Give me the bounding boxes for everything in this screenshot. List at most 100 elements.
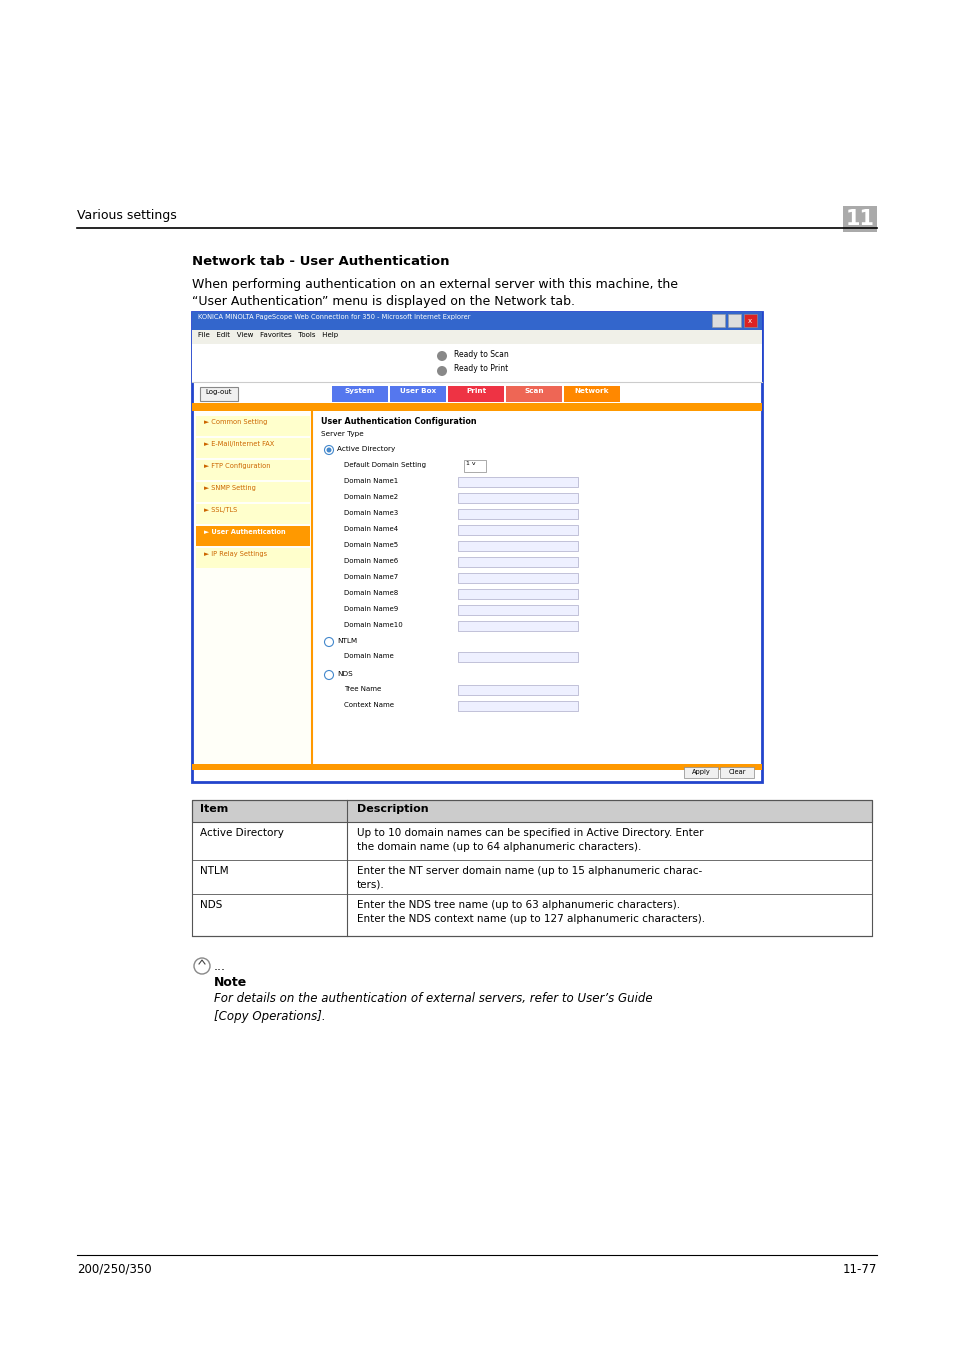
Bar — [457, 525, 578, 535]
Text: ► IP Relay Settings: ► IP Relay Settings — [204, 551, 267, 558]
Text: Log-out: Log-out — [206, 389, 232, 396]
Text: Domain Name8: Domain Name8 — [344, 590, 397, 595]
Text: System: System — [344, 387, 375, 394]
Bar — [457, 605, 578, 616]
Bar — [743, 315, 757, 327]
Bar — [457, 541, 578, 551]
Circle shape — [324, 637, 334, 647]
Bar — [457, 477, 578, 487]
Text: ► SNMP Setting: ► SNMP Setting — [204, 485, 255, 491]
Bar — [457, 558, 578, 567]
Text: Ready to Scan: Ready to Scan — [454, 350, 508, 359]
Text: Server Type: Server Type — [320, 431, 363, 437]
Bar — [457, 652, 578, 662]
Bar — [192, 312, 761, 782]
Text: Enter the NDS tree name (up to 63 alphanumeric characters).
Enter the NDS contex: Enter the NDS tree name (up to 63 alphan… — [356, 900, 704, 923]
Text: KONICA MINOLTA PageScope Web Connection for 350 - Microsoft Internet Explorer: KONICA MINOLTA PageScope Web Connection … — [198, 315, 470, 320]
Bar — [720, 767, 753, 778]
Text: “User Authentication” menu is displayed on the Network tab.: “User Authentication” menu is displayed … — [192, 296, 575, 308]
Text: Ready to Print: Ready to Print — [454, 364, 508, 373]
Bar — [448, 386, 503, 402]
Text: Active Directory: Active Directory — [336, 446, 395, 452]
Text: Domain Name5: Domain Name5 — [344, 541, 397, 548]
Text: ...: ... — [213, 960, 226, 973]
Bar — [200, 387, 237, 401]
Bar — [457, 572, 578, 583]
Bar — [743, 329, 758, 342]
Bar — [195, 437, 310, 458]
Bar — [195, 526, 310, 545]
Text: Enter the NT server domain name (up to 15 alphanumeric charac-
ters).: Enter the NT server domain name (up to 1… — [356, 865, 701, 890]
Text: Network: Network — [574, 387, 609, 394]
Bar — [727, 315, 740, 327]
Text: Network tab - User Authentication: Network tab - User Authentication — [192, 255, 449, 269]
Text: Domain Name1: Domain Name1 — [344, 478, 397, 485]
Text: Scan: Scan — [523, 387, 543, 394]
Bar — [505, 386, 561, 402]
Bar — [457, 493, 578, 504]
Circle shape — [324, 671, 334, 679]
Text: File   Edit   View   Favorites   Tools   Help: File Edit View Favorites Tools Help — [198, 332, 337, 338]
Text: Print: Print — [465, 387, 485, 394]
Circle shape — [436, 366, 447, 377]
Text: Domain Name4: Domain Name4 — [344, 526, 397, 532]
Bar — [195, 504, 310, 524]
Bar — [457, 684, 578, 695]
Text: Domain Name7: Domain Name7 — [344, 574, 397, 580]
Text: Up to 10 domain names can be specified in Active Directory. Enter
the domain nam: Up to 10 domain names can be specified i… — [356, 828, 702, 852]
Text: Various settings: Various settings — [77, 209, 176, 221]
Bar — [192, 801, 871, 936]
Text: ► Common Setting: ► Common Setting — [204, 418, 267, 425]
Bar — [463, 460, 485, 472]
Bar — [457, 589, 578, 599]
Bar — [195, 548, 310, 568]
Text: NTLM: NTLM — [200, 865, 229, 876]
Bar — [842, 207, 876, 232]
Text: Apply: Apply — [691, 769, 710, 775]
Bar — [193, 412, 312, 764]
Bar — [192, 329, 761, 344]
Text: Domain Name6: Domain Name6 — [344, 558, 397, 564]
Text: User Box: User Box — [399, 387, 436, 394]
Bar — [683, 767, 718, 778]
Text: Context Name: Context Name — [344, 702, 394, 707]
Text: x: x — [747, 319, 751, 324]
Bar — [457, 509, 578, 518]
Circle shape — [324, 446, 334, 455]
Text: 200/250/350: 200/250/350 — [77, 1264, 152, 1276]
Text: Description: Description — [356, 805, 428, 814]
Text: 11: 11 — [844, 209, 874, 230]
Text: User Authentication Configuration: User Authentication Configuration — [320, 417, 476, 427]
Bar — [192, 312, 761, 329]
Text: Note: Note — [213, 976, 247, 990]
Bar — [192, 404, 761, 410]
Circle shape — [436, 351, 447, 360]
Text: Domain Name3: Domain Name3 — [344, 510, 397, 516]
Text: NTLM: NTLM — [336, 639, 356, 644]
Text: Tree Name: Tree Name — [344, 686, 381, 693]
Text: 11-77: 11-77 — [841, 1264, 876, 1276]
Bar — [390, 386, 446, 402]
Text: 1 v: 1 v — [465, 460, 476, 466]
Bar — [457, 621, 578, 630]
Bar — [332, 386, 388, 402]
Text: Item: Item — [200, 805, 228, 814]
Text: ► E-Mail/Internet FAX: ► E-Mail/Internet FAX — [204, 441, 274, 447]
Bar — [563, 386, 619, 402]
Text: Clear: Clear — [727, 769, 745, 775]
Bar — [195, 460, 310, 481]
Text: ► User Authentication: ► User Authentication — [204, 529, 285, 535]
Text: Domain Name2: Domain Name2 — [344, 494, 397, 499]
Text: For details on the authentication of external servers, refer to User’s Guide
[Co: For details on the authentication of ext… — [213, 992, 652, 1023]
Bar — [711, 315, 724, 327]
Bar — [192, 801, 871, 822]
Bar — [195, 416, 310, 436]
Bar — [195, 482, 310, 502]
Bar — [192, 764, 761, 769]
Text: Domain Name: Domain Name — [344, 653, 394, 659]
Text: ► SSL/TLS: ► SSL/TLS — [204, 508, 237, 513]
Text: Active Directory: Active Directory — [200, 828, 284, 838]
Text: NDS: NDS — [200, 900, 222, 910]
Text: Domain Name10: Domain Name10 — [344, 622, 402, 628]
Text: ► FTP Configuration: ► FTP Configuration — [204, 463, 271, 468]
